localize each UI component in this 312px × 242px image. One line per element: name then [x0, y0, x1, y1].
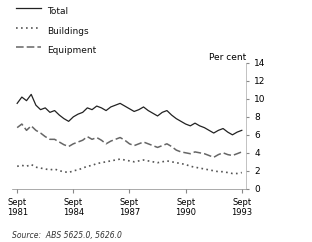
Text: Total: Total — [47, 7, 68, 16]
Text: Per cent: Per cent — [209, 53, 246, 62]
Text: Source:  ABS 5625.0, 5626.0: Source: ABS 5625.0, 5626.0 — [12, 231, 122, 240]
Text: Buildings: Buildings — [47, 27, 88, 36]
Text: Equipment: Equipment — [47, 46, 96, 55]
